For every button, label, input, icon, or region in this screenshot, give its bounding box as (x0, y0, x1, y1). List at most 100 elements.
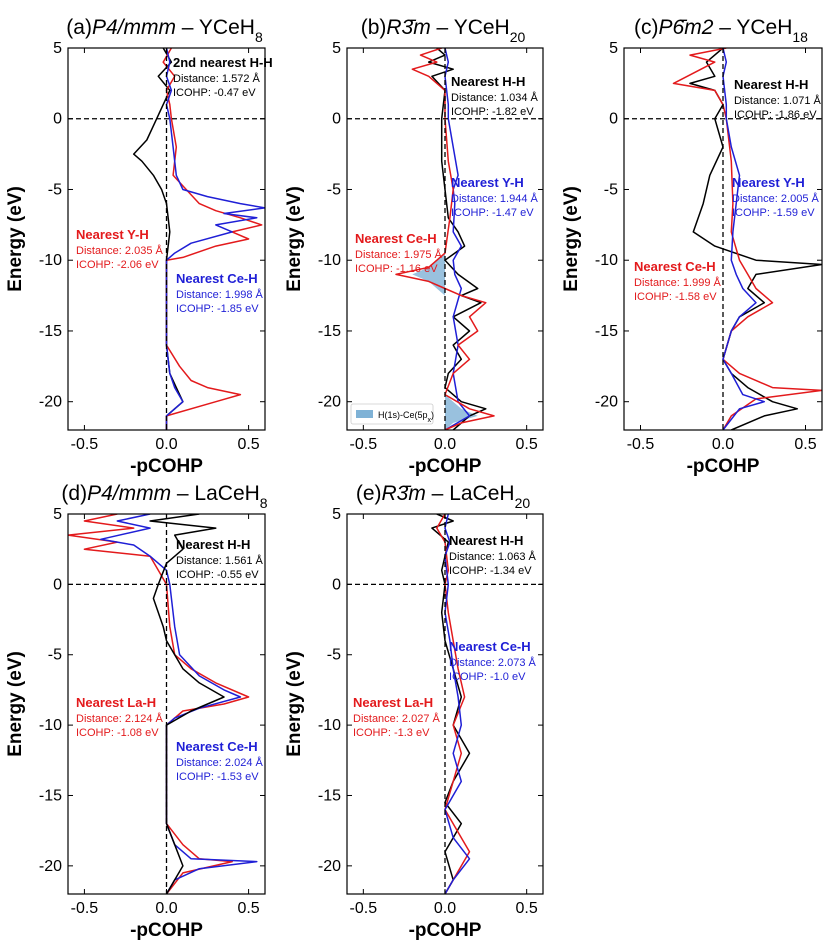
y-tick-label: -20 (318, 394, 341, 411)
x-tick-label: -0.5 (71, 436, 99, 453)
x-tick-label: -0.5 (71, 900, 99, 917)
panel-title: (e)R3̄m – LaCeH20 (356, 482, 531, 511)
series-line-la-h (436, 514, 471, 894)
annotation-icohp: ICOHP: -1.0 eV (449, 671, 526, 683)
annotation-bond: Nearest La-H (353, 695, 433, 710)
annotation-icohp: ICOHP: -1.86 eV (734, 109, 817, 121)
annotation-bond: Nearest Ce-H (634, 259, 716, 274)
annotation-icohp: ICOHP: -1.59 eV (732, 207, 815, 219)
bond-annotation: Nearest Y-H Distance: 2.005 Å ICOHP: -1.59… (732, 175, 819, 219)
x-tick-label: 0.5 (237, 900, 259, 917)
annotation-bond: Nearest Y-H (451, 175, 524, 190)
y-tick-label: -15 (318, 787, 341, 804)
x-tick-label: 0.0 (155, 436, 177, 453)
title-formula: LaCeH (194, 482, 259, 505)
x-tick-label: -0.5 (350, 436, 378, 453)
bond-annotation: Nearest Y-H Distance: 2.035 Å ICOHP: -2.06… (76, 227, 163, 271)
series-line-y-h (722, 48, 766, 430)
title-space: P6̄m2 (659, 16, 714, 39)
series-line-h-h (427, 48, 487, 430)
annotation-distance: Distance: 2.027 Å (353, 712, 440, 725)
annotation-bond: Nearest Ce-H (176, 739, 258, 754)
bond-annotation: Nearest Ce-H Distance: 2.024 Å ICOHP: -1.5… (176, 739, 263, 783)
x-axis-label: -pCOHP (130, 456, 203, 477)
series-line-ce-h (444, 514, 471, 894)
annotation-bond: Nearest La-H (76, 695, 156, 710)
title-dash: – (431, 16, 454, 39)
y-tick-label: -20 (39, 394, 62, 411)
y-tick-label: 0 (332, 576, 341, 593)
y-tick-label: 5 (332, 40, 341, 57)
legend-text: H(1s)-Ce(5p (378, 410, 428, 420)
annotation-bond: Nearest H-H (734, 77, 808, 92)
bond-annotation: Nearest H-H Distance: 1.561 Å ICOHP: -0.55… (176, 537, 263, 581)
annotation-distance: Distance: 2.005 Å (732, 192, 819, 205)
legend-box (350, 403, 434, 425)
y-tick-label: -15 (595, 323, 618, 340)
y-axis-label: Energy (eV) (561, 186, 582, 292)
x-axis-label: -pCOHP (130, 920, 203, 941)
y-tick-label: -20 (595, 394, 618, 411)
x-tick-label: 0.5 (516, 436, 538, 453)
annotation-distance: Distance: 1.063 Å (449, 550, 536, 563)
annotation-icohp: ICOHP: -0.55 eV (176, 569, 259, 581)
y-tick-label: -5 (48, 181, 62, 198)
title-formula: YCeH (736, 16, 792, 39)
bond-annotation: Nearest Ce-H Distance: 1.998 Å ICOHP: -1.8… (176, 271, 263, 315)
panel-title: (c)P6̄m2 – YCeH18 (634, 16, 808, 45)
annotation-distance: Distance: 2.124 Å (76, 712, 163, 725)
legend-sub: x (428, 417, 432, 424)
panel-d: -0.5 0.0 0.5 5 0 -5 -10 -15 -20 -pCOHP Energy (eV)… (5, 482, 268, 941)
title-sub: 20 (510, 29, 526, 45)
x-axis-label: -pCOHP (687, 456, 760, 477)
annotation-distance: Distance: 1.975 Å (355, 248, 442, 261)
annotation-distance: Distance: 1.572 Å (173, 72, 260, 85)
title-formula: YCeH (199, 16, 255, 39)
y-tick-label: -5 (48, 647, 62, 664)
series-line-ce-h (165, 48, 265, 430)
annotation-distance: Distance: 1.561 Å (176, 554, 263, 567)
legend-label: H(1s)-Ce(5px) (378, 410, 434, 424)
y-tick-label: -20 (318, 858, 341, 875)
title-prefix: (a) (66, 16, 92, 39)
annotation-bond: Nearest Y-H (76, 227, 149, 242)
y-tick-label: -5 (604, 181, 618, 198)
y-tick-label: -5 (327, 647, 341, 664)
annotation-bond: 2nd nearest H-H (173, 55, 273, 70)
annotation-bond: Nearest Ce-H (176, 271, 258, 286)
y-tick-label: -10 (39, 717, 62, 734)
y-tick-label: -5 (327, 181, 341, 198)
panel-c: -0.5 0.0 0.5 5 0 -5 -10 -15 -20 -pCOHP Energy (eV)… (561, 16, 823, 477)
annotation-distance: Distance: 2.035 Å (76, 244, 163, 257)
panel-b: -0.5 0.0 0.5 5 0 -5 -10 -15 -20 -pCOHP Energy (eV)… (284, 16, 544, 477)
annotation-icohp: ICOHP: -1.58 eV (634, 291, 717, 303)
title-dash: – (713, 16, 736, 39)
bond-annotation: Nearest La-H Distance: 2.124 Å ICOHP: -1.0… (76, 695, 163, 739)
series-line-ce-h (395, 48, 495, 430)
x-tick-label: 0.0 (712, 436, 734, 453)
x-tick-label: 0.5 (794, 436, 816, 453)
series-line-h-h (431, 514, 471, 894)
y-tick-label: -20 (39, 858, 62, 875)
bond-annotation: Nearest H-H Distance: 1.063 Å ICOHP: -1.34… (449, 533, 536, 577)
title-sub: 18 (792, 29, 808, 45)
annotation-icohp: ICOHP: -1.85 eV (176, 303, 259, 315)
annotation-icohp: ICOHP: -1.82 eV (451, 106, 534, 118)
title-space: P4/mmm (87, 482, 171, 505)
bond-annotation: Nearest Ce-H Distance: 2.073 Å ICOHP: -1.0… (449, 639, 536, 683)
title-formula: LaCeH (449, 482, 514, 505)
y-axis-label: Energy (eV) (284, 651, 305, 757)
annotation-distance: Distance: 1.999 Å (634, 276, 721, 289)
x-tick-label: 0.0 (434, 900, 456, 917)
title-dash: – (176, 16, 199, 39)
x-tick-label: -0.5 (350, 900, 378, 917)
y-tick-label: 5 (53, 40, 62, 57)
title-space: R3̄m (382, 482, 426, 505)
annotation-bond: Nearest Ce-H (355, 231, 437, 246)
title-sub: 8 (255, 29, 263, 45)
series-line-ce-h (100, 514, 258, 894)
y-tick-label: 5 (332, 506, 341, 523)
title-dash: – (426, 482, 449, 505)
y-tick-label: 0 (53, 111, 62, 128)
annotation-bond: Nearest H-H (449, 533, 523, 548)
